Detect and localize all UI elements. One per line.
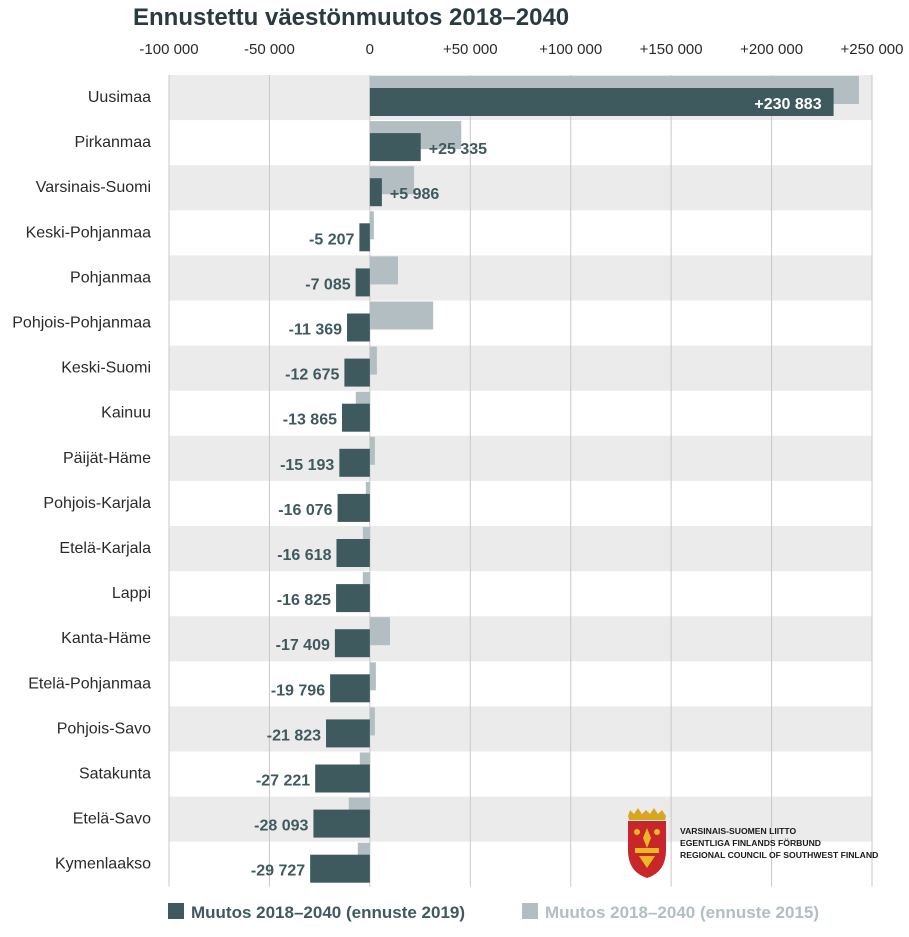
coat-of-arms-icon xyxy=(628,808,666,878)
bar-2019 xyxy=(339,448,370,477)
row-band xyxy=(169,165,872,211)
value-label: -28 093 xyxy=(254,818,308,835)
category-label: Pohjanmaa xyxy=(70,269,151,286)
value-label: -13 865 xyxy=(283,412,337,429)
category-labels: Uusimaa Pirkanmaa Varsinais-Suomi Keski-Poh… xyxy=(12,89,151,873)
category-label: Päijät-Häme xyxy=(63,450,151,467)
x-tick-label: -50 000 xyxy=(244,41,295,58)
row-band xyxy=(169,255,872,301)
value-label: -29 727 xyxy=(251,863,305,880)
value-label: -15 193 xyxy=(280,457,334,474)
x-tick-label: +250 000 xyxy=(841,41,904,58)
category-label: Pirkanmaa xyxy=(75,134,152,151)
bar-2019 xyxy=(330,674,370,703)
category-label: Kymenlaakso xyxy=(55,856,151,873)
category-label: Lappi xyxy=(112,585,151,602)
x-tick-label: +50 000 xyxy=(443,41,498,58)
bar-2015 xyxy=(369,707,375,736)
x-tick-label: +100 000 xyxy=(539,41,602,58)
bar-2019 xyxy=(369,133,421,162)
logo-line-1: VARSINAIS-SUOMEN LIITTO xyxy=(680,826,796,836)
bars xyxy=(310,76,859,883)
value-label: -21 823 xyxy=(267,727,321,744)
category-label: Satakunta xyxy=(79,766,151,783)
bar-2019 xyxy=(313,809,370,838)
logo-line-3: REGIONAL COUNCIL OF SOUTHWEST FINLAND xyxy=(680,850,878,860)
bar-2019 xyxy=(326,719,370,748)
row-band xyxy=(169,796,872,842)
category-label: Pohjois-Pohjanmaa xyxy=(12,315,151,332)
bar-2019 xyxy=(369,178,382,207)
value-label: -7 085 xyxy=(305,276,350,293)
category-label: Varsinais-Suomi xyxy=(36,179,151,196)
value-label: -17 409 xyxy=(276,637,330,654)
x-axis-ticks: -100 000 -50 000 0 +50 000 +100 000 +150 000 +… xyxy=(139,41,903,58)
bar-2019 xyxy=(315,764,370,793)
bar-2019 xyxy=(355,268,370,297)
legend: Muutos 2018–2040 (ennuste 2019) Muutos 2… xyxy=(168,903,819,922)
row-band xyxy=(169,616,872,662)
value-label: -19 796 xyxy=(271,682,325,699)
bar-2019 xyxy=(369,88,834,116)
category-label: Etelä-Savo xyxy=(73,811,151,828)
bar-2019 xyxy=(337,493,370,522)
bar-2019 xyxy=(344,358,370,387)
bar-2015 xyxy=(369,346,377,375)
value-label: +230 883 xyxy=(754,96,821,113)
category-label: Keski-Pohjanmaa xyxy=(26,224,152,241)
bar-2015 xyxy=(369,662,376,691)
legend-swatch-2019 xyxy=(168,903,184,919)
value-label: -16 825 xyxy=(277,592,331,609)
bar-2019 xyxy=(336,539,370,567)
bar-2019 xyxy=(347,313,370,342)
bar-2019 xyxy=(336,584,370,613)
row-bands xyxy=(169,75,872,842)
value-label: -11 369 xyxy=(289,322,342,339)
value-labels: +230 883 +25 335 +5 986 -5 207 -7 085 -11 369… xyxy=(251,96,822,880)
bar-2015 xyxy=(369,256,398,285)
bar-2015 xyxy=(369,617,390,646)
bar-2015 xyxy=(369,301,434,330)
logo-line-2: EGENTLIGA FINLANDS FÖRBUND xyxy=(680,838,821,848)
bar-2019 xyxy=(310,854,370,883)
bar-2015 xyxy=(369,211,374,240)
legend-label-2019: Muutos 2018–2040 (ennuste 2019) xyxy=(191,903,465,922)
value-label: -16 076 xyxy=(278,502,332,519)
category-label: Kainuu xyxy=(101,405,151,422)
value-label: +5 986 xyxy=(390,186,439,203)
category-label: Pohjois-Karjala xyxy=(43,495,151,512)
category-label: Pohjois-Savo xyxy=(57,720,151,737)
category-label: Keski-Suomi xyxy=(61,360,151,377)
value-label: +25 335 xyxy=(429,141,487,158)
value-label: -27 221 xyxy=(256,773,310,790)
logo: VARSINAIS-SUOMEN LIITTO EGENTLIGA FINLAN… xyxy=(628,808,878,878)
chart-title: Ennustettu väestönmuutos 2018–2040 xyxy=(133,4,569,31)
category-label: Uusimaa xyxy=(88,89,151,106)
row-band xyxy=(169,435,872,481)
category-label: Etelä-Karjala xyxy=(59,540,151,557)
x-tick-label: +200 000 xyxy=(740,41,803,58)
row-band xyxy=(169,706,872,752)
bar-2019 xyxy=(334,629,370,658)
value-label: -12 675 xyxy=(285,367,339,384)
row-band xyxy=(169,526,872,572)
category-label: Etelä-Pohjanmaa xyxy=(28,675,151,692)
bar-2015 xyxy=(369,436,375,465)
row-band xyxy=(169,345,872,391)
x-tick-label: -100 000 xyxy=(139,41,198,58)
value-label: -16 618 xyxy=(277,547,331,564)
x-tick-label: 0 xyxy=(366,41,374,58)
bar-2019 xyxy=(359,223,370,252)
legend-label-2015: Muutos 2018–2040 (ennuste 2015) xyxy=(545,903,819,922)
category-label: Kanta-Häme xyxy=(61,630,151,647)
x-tick-label: +150 000 xyxy=(640,41,703,58)
legend-swatch-2015 xyxy=(522,903,538,919)
value-label: -5 207 xyxy=(309,231,354,248)
gridlines xyxy=(168,75,873,887)
bar-2019 xyxy=(342,403,370,432)
